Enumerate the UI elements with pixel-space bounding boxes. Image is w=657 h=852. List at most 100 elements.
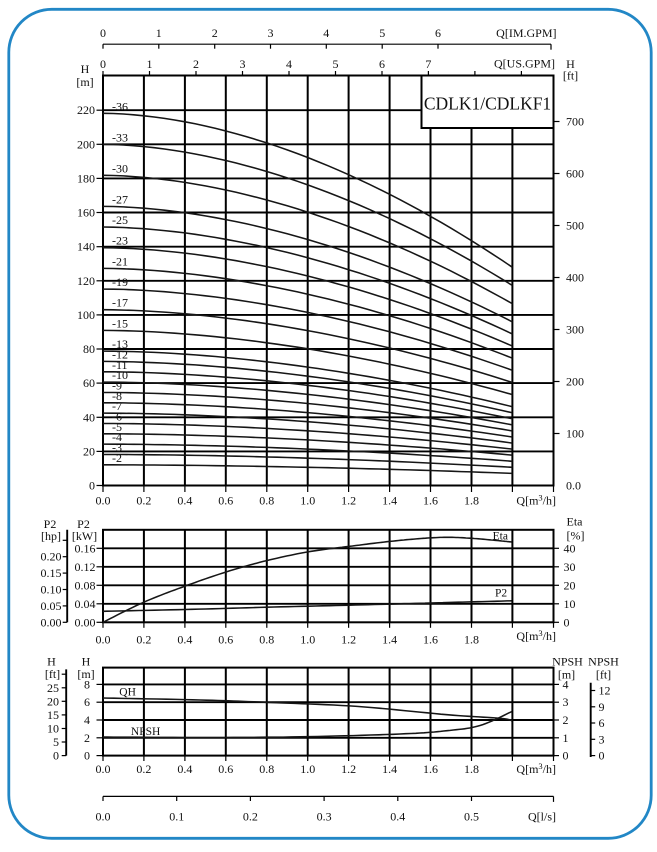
svg-text:0.08: 0.08 [75,578,96,592]
svg-text:60: 60 [83,376,95,390]
svg-text:0.2: 0.2 [243,809,258,823]
svg-text:40: 40 [564,541,576,555]
svg-text:QH: QH [119,686,136,698]
svg-text:120: 120 [77,274,95,288]
svg-text:P2: P2 [495,587,507,599]
svg-text:Q[m3/h]: Q[m3/h] [516,628,556,643]
svg-text:4: 4 [323,26,329,40]
svg-text:0: 0 [599,749,605,763]
svg-text:Q[m3/h]: Q[m3/h] [516,761,556,776]
svg-text:[m]: [m] [77,667,94,681]
svg-text:0.10: 0.10 [41,583,62,597]
svg-text:0: 0 [84,749,90,763]
svg-text:-30: -30 [112,161,128,175]
svg-text:[m]: [m] [76,75,93,89]
svg-text:-9: -9 [112,379,122,393]
svg-text:700: 700 [566,115,584,129]
svg-text:0.00: 0.00 [41,615,62,629]
svg-text:0.12: 0.12 [75,560,96,574]
svg-text:[ft]: [ft] [45,667,60,681]
svg-text:0.3: 0.3 [317,809,332,823]
svg-text:-10: -10 [112,368,128,382]
svg-text:1: 1 [147,57,153,71]
svg-text:0.4: 0.4 [177,762,192,776]
svg-text:Eta: Eta [493,531,508,543]
svg-text:0.04: 0.04 [75,597,96,611]
svg-text:2: 2 [212,26,218,40]
svg-text:-11: -11 [112,358,128,372]
svg-text:0.6: 0.6 [218,762,233,776]
svg-text:15: 15 [47,708,59,722]
svg-text:400: 400 [566,271,584,285]
svg-text:1.2: 1.2 [341,762,356,776]
svg-text:0.5: 0.5 [464,809,479,823]
svg-text:-13: -13 [112,337,128,351]
svg-text:-23: -23 [112,234,128,248]
svg-text:0.16: 0.16 [75,541,96,555]
svg-text:1.0: 1.0 [300,633,315,647]
svg-text:[m]: [m] [558,668,575,682]
svg-text:2: 2 [193,57,199,71]
svg-text:-33: -33 [112,130,128,144]
svg-text:0: 0 [53,749,59,763]
svg-text:-7: -7 [112,399,122,413]
svg-text:0.0: 0.0 [96,493,111,507]
svg-text:1.6: 1.6 [423,762,438,776]
svg-text:0: 0 [563,749,569,763]
svg-text:1.4: 1.4 [382,493,397,507]
svg-text:4: 4 [84,713,90,727]
svg-text:0.2: 0.2 [136,762,151,776]
svg-text:25: 25 [47,681,59,695]
svg-text:-27: -27 [112,192,128,206]
svg-text:300: 300 [566,323,584,337]
svg-text:Q[l/s]: Q[l/s] [528,809,556,823]
svg-text:0.2: 0.2 [136,493,151,507]
svg-text:0: 0 [564,615,570,629]
svg-text:P2: P2 [44,517,57,531]
svg-text:-5: -5 [112,420,122,434]
svg-text:600: 600 [566,167,584,181]
svg-text:0.4: 0.4 [390,809,405,823]
svg-text:5: 5 [53,735,59,749]
svg-text:0.2: 0.2 [136,633,151,647]
svg-text:[ft]: [ft] [563,69,578,83]
svg-text:0.00: 0.00 [75,615,96,629]
svg-text:3: 3 [240,57,246,71]
svg-text:Q[IM.GPM]: Q[IM.GPM] [496,26,556,40]
svg-text:1.6: 1.6 [423,633,438,647]
svg-text:3: 3 [563,695,569,709]
svg-text:100: 100 [566,427,584,441]
svg-text:H: H [566,57,575,71]
svg-text:[ft]: [ft] [596,668,611,682]
svg-text:0.4: 0.4 [177,633,192,647]
svg-text:0.8: 0.8 [259,762,274,776]
svg-text:0.0: 0.0 [96,809,111,823]
svg-text:6: 6 [599,716,605,730]
svg-text:6: 6 [84,695,90,709]
svg-text:1.8: 1.8 [464,633,479,647]
svg-text:1.8: 1.8 [464,493,479,507]
svg-text:1.2: 1.2 [341,493,356,507]
svg-text:10: 10 [564,597,576,611]
svg-text:3: 3 [268,26,274,40]
svg-text:Eta: Eta [567,514,584,528]
svg-text:7: 7 [425,57,431,71]
svg-text:0.0: 0.0 [566,479,581,493]
svg-text:H: H [47,655,56,669]
svg-text:8: 8 [84,677,90,691]
svg-text:-2: -2 [112,451,122,465]
svg-text:4: 4 [286,57,292,71]
svg-text:0.20: 0.20 [41,550,62,564]
svg-text:220: 220 [77,103,95,117]
svg-text:-36: -36 [112,99,128,113]
svg-text:180: 180 [77,171,95,185]
svg-text:[hp]: [hp] [41,529,61,543]
svg-text:500: 500 [566,219,584,233]
svg-text:1.4: 1.4 [382,762,397,776]
svg-text:5: 5 [379,26,385,40]
svg-text:0.8: 0.8 [259,493,274,507]
svg-text:1: 1 [563,731,569,745]
svg-text:20: 20 [564,578,576,592]
svg-text:-21: -21 [112,254,128,268]
svg-text:6: 6 [435,26,441,40]
